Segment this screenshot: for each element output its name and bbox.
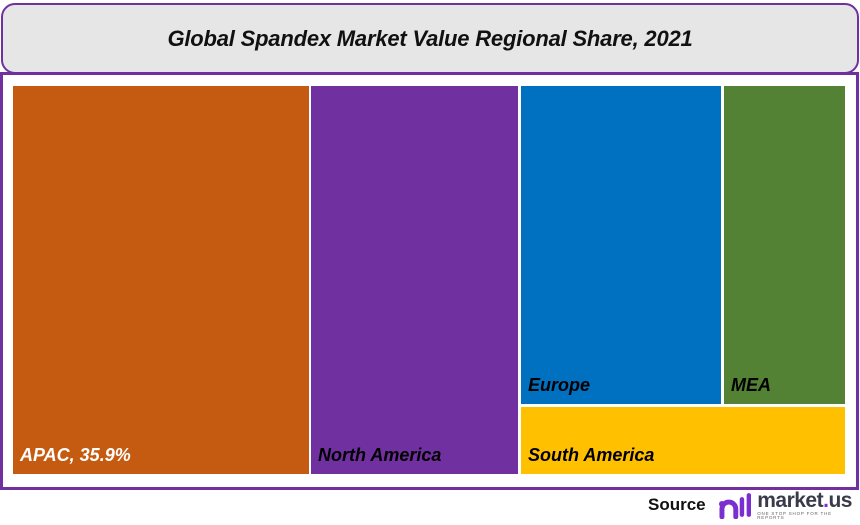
treemap-tile-apac: APAC, 35.9% [13,86,309,474]
logo-name: market.us [757,488,852,512]
market-us-logo: market.us ONE STOP SHOP FOR THE REPORTS [757,490,860,521]
treemap-tile-mea: MEA [724,86,845,404]
source-label: Source [648,495,706,514]
logo-tagline: ONE STOP SHOP FOR THE REPORTS [757,510,832,520]
tile-label: Europe [528,375,591,395]
market-us-logo-icon [718,493,751,519]
tile-label: APAC, 35.9% [20,445,131,465]
treemap-tile-south-america: South America [521,407,845,474]
source-attribution: Source market.us ONE STOP SHOP FOR THE R… [648,490,860,520]
tile-label: South America [528,445,655,465]
tile-label: North America [318,445,442,465]
treemap-tile-north-america: North America [311,86,518,474]
tile-label: MEA [731,375,771,395]
chart-title-box: Global Spandex Market Value Regional Sha… [1,3,859,74]
treemap-tile-europe: Europe [521,86,721,404]
chart-title: Global Spandex Market Value Regional Sha… [167,25,693,51]
